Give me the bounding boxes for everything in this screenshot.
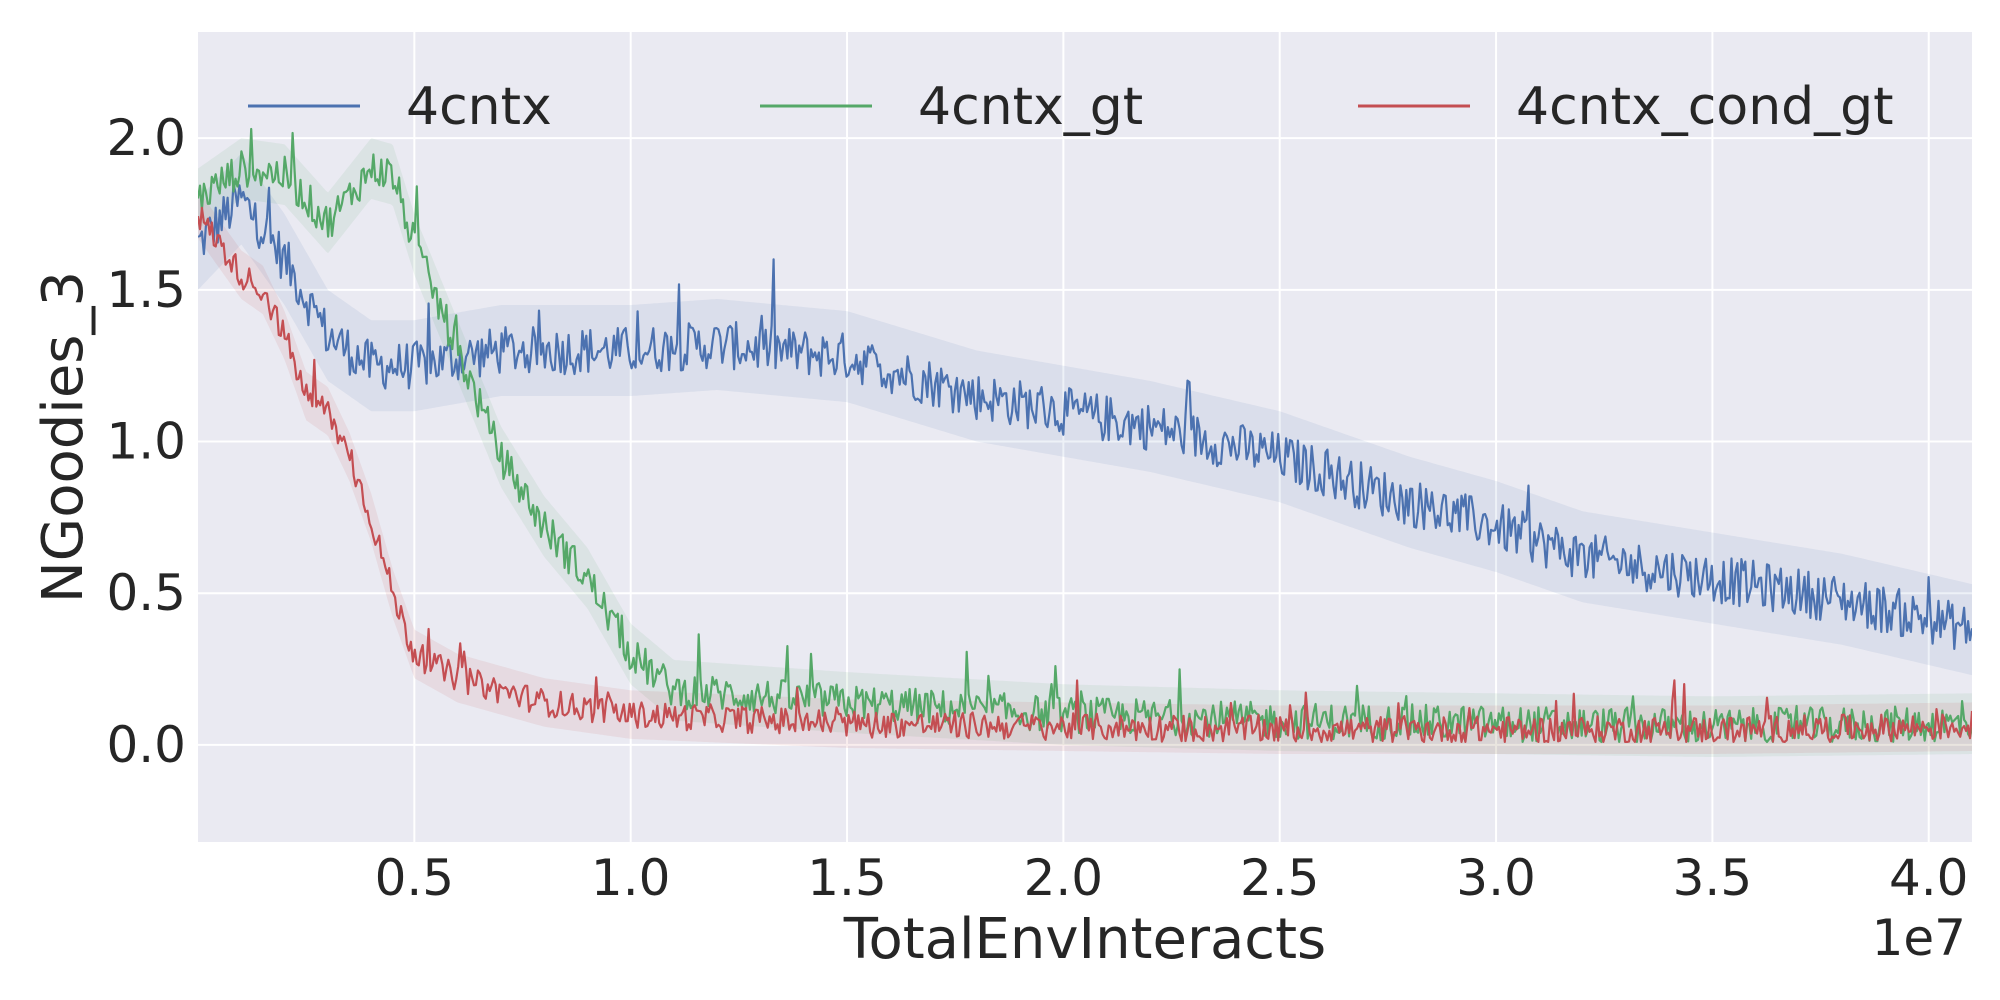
series-band (198, 153, 1972, 676)
legend-entry: 4cntx (248, 77, 552, 137)
x-offset-label: 1e7 (1872, 909, 1966, 967)
legend-label: 4cntx (406, 77, 552, 137)
x-tick-label: 3.0 (1456, 849, 1536, 907)
legend-entry: 4cntx_gt (760, 77, 1143, 137)
legend-entry: 4cntx_cond_gt (1358, 77, 1894, 137)
legend-label: 4cntx_gt (918, 77, 1143, 137)
grid (198, 32, 1972, 842)
x-tick-label: 2.5 (1240, 849, 1320, 907)
series-bands (198, 138, 1972, 757)
series-line (198, 206, 1972, 744)
y-tick-label: 2.0 (106, 109, 186, 167)
x-tick-label: 0.5 (375, 849, 455, 907)
y-tick-label: 1.5 (106, 261, 186, 319)
series-lines (198, 127, 1972, 744)
x-tick-label: 1.5 (807, 849, 887, 907)
y-tick-label: 0.5 (106, 564, 186, 622)
y-tick-label: 0.0 (106, 716, 186, 774)
y-axis-label: NGoodies_3 (31, 271, 96, 603)
legend-label: 4cntx_cond_gt (1516, 77, 1894, 137)
x-tick-label: 4.0 (1889, 849, 1969, 907)
legend: 4cntx 4cntx_gt 4cntx_cond_gt (248, 77, 1894, 137)
x-tick-label: 3.5 (1673, 849, 1753, 907)
x-axis-label: TotalEnvInteracts (843, 907, 1326, 972)
x-tick-labels: 0.5 1.0 1.5 2.0 2.5 3.0 3.5 4.0 (375, 849, 1969, 907)
y-tick-labels: 0.0 0.5 1.0 1.5 2.0 (106, 109, 186, 774)
series-band (198, 138, 1972, 757)
series-line (198, 183, 1972, 651)
x-tick-label: 2.0 (1024, 849, 1104, 907)
x-tick-label: 1.0 (591, 849, 671, 907)
y-tick-label: 1.0 (106, 413, 186, 471)
